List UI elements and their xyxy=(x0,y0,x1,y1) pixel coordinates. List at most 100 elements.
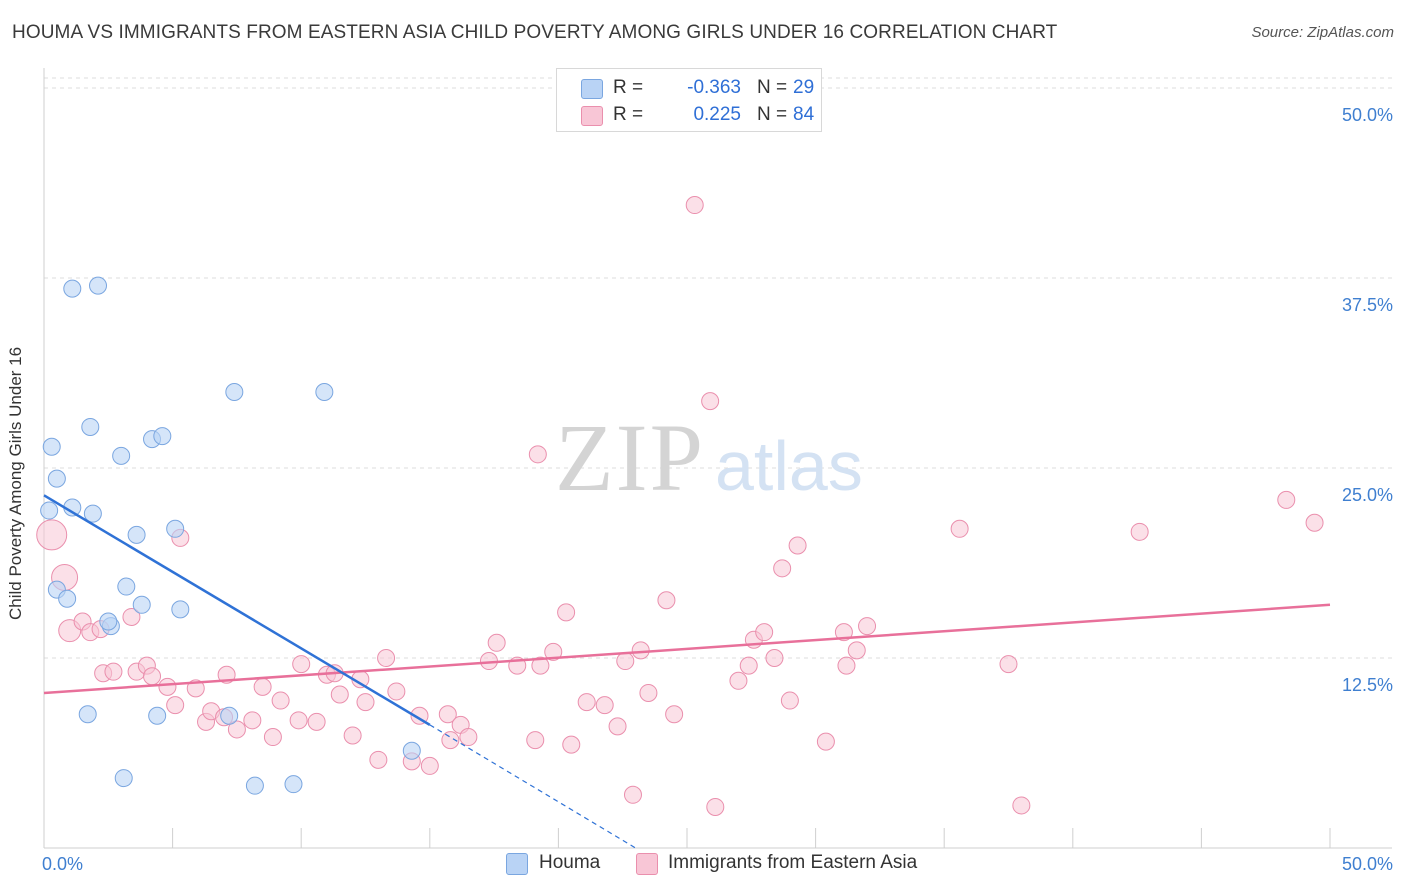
data-point-immigrants xyxy=(459,728,478,747)
data-point-houma xyxy=(40,501,59,520)
data-point-immigrants xyxy=(420,756,439,775)
data-point-immigrants xyxy=(999,655,1018,674)
legend-n-label: N = xyxy=(757,104,788,125)
data-point-immigrants xyxy=(608,717,627,736)
data-point-houma xyxy=(58,589,77,608)
source-label: Source: ZipAtlas.com xyxy=(1251,24,1394,41)
data-point-houma xyxy=(245,776,264,795)
data-point-houma xyxy=(89,276,108,295)
data-point-immigrants xyxy=(639,683,658,702)
trend-line-houma-extension xyxy=(429,724,636,849)
data-point-immigrants xyxy=(292,655,311,674)
legend-r-value: 0.225 xyxy=(693,104,741,125)
data-point-immigrants xyxy=(343,726,362,745)
x-tick-label: 0.0% xyxy=(42,854,83,874)
data-point-immigrants xyxy=(36,519,68,551)
trend-line-immigrants xyxy=(43,603,1331,695)
y-tick-label: 12.5% xyxy=(1342,675,1393,695)
data-point-houma xyxy=(220,706,239,725)
data-point-immigrants xyxy=(950,519,969,538)
bottom-legend-label-immigrants: Immigrants from Eastern Asia xyxy=(668,852,918,873)
y-axis-label: Child Poverty Among Girls Under 16 xyxy=(6,346,25,620)
data-point-immigrants xyxy=(834,623,853,642)
data-point-immigrants xyxy=(526,731,545,750)
bottom-legend-label-houma: Houma xyxy=(539,852,601,873)
series-houma xyxy=(40,276,421,795)
data-point-houma xyxy=(81,417,100,436)
data-point-immigrants xyxy=(307,712,326,731)
y-tick-label: 37.5% xyxy=(1342,295,1393,315)
data-point-immigrants xyxy=(706,797,725,816)
data-point-immigrants xyxy=(701,392,720,411)
data-point-immigrants xyxy=(330,685,349,704)
data-point-immigrants xyxy=(788,536,807,555)
data-point-houma xyxy=(225,383,244,401)
data-point-immigrants xyxy=(263,728,282,747)
data-point-immigrants xyxy=(623,785,642,804)
data-point-houma xyxy=(284,775,303,794)
watermark: ZIP atlas xyxy=(555,404,863,511)
data-point-immigrants xyxy=(858,617,877,636)
data-point-immigrants xyxy=(441,731,460,750)
data-point-immigrants xyxy=(356,693,375,712)
legend-n-value: 29 xyxy=(793,77,815,98)
data-point-immigrants xyxy=(773,559,792,578)
data-point-immigrants xyxy=(685,196,704,215)
data-point-immigrants xyxy=(122,607,141,626)
data-point-immigrants xyxy=(253,677,272,696)
data-point-houma xyxy=(171,600,190,619)
legend-r-label: R = xyxy=(613,104,644,125)
data-point-houma xyxy=(83,504,102,523)
data-point-immigrants xyxy=(531,656,550,675)
data-point-immigrants xyxy=(657,591,676,610)
legend-n-value: 84 xyxy=(793,104,815,125)
data-point-immigrants xyxy=(166,696,185,715)
data-point-immigrants xyxy=(847,641,866,660)
trend-line-houma xyxy=(43,494,431,726)
axes xyxy=(43,68,1392,849)
data-point-immigrants xyxy=(377,649,396,667)
data-point-immigrants xyxy=(816,732,835,751)
data-point-houma xyxy=(132,595,151,614)
data-point-houma xyxy=(114,769,133,788)
data-point-houma xyxy=(42,437,61,456)
data-point-immigrants xyxy=(739,656,758,675)
watermark-atlas: atlas xyxy=(715,427,863,505)
data-point-houma xyxy=(63,279,82,298)
series-immigrants xyxy=(36,196,1324,816)
data-point-immigrants xyxy=(544,642,563,661)
y-tick-label: 25.0% xyxy=(1342,485,1393,505)
data-point-houma xyxy=(402,741,421,760)
data-point-immigrants xyxy=(755,623,774,642)
trend-lines xyxy=(43,494,1331,849)
legend-r-value: -0.363 xyxy=(687,77,741,98)
chart-title: HOUMA VS IMMIGRANTS FROM EASTERN ASIA CH… xyxy=(12,22,1058,43)
data-point-immigrants xyxy=(616,652,635,671)
data-point-immigrants xyxy=(227,720,246,739)
data-point-immigrants xyxy=(837,656,856,675)
data-point-immigrants xyxy=(369,750,388,769)
data-point-houma xyxy=(127,525,146,544)
data-point-immigrants xyxy=(387,682,406,701)
data-point-immigrants xyxy=(143,667,162,686)
data-point-immigrants xyxy=(271,691,290,710)
data-point-immigrants xyxy=(1305,513,1324,532)
legend-n-label: N = xyxy=(757,77,788,98)
data-point-immigrants xyxy=(186,679,205,698)
data-point-immigrants xyxy=(158,677,177,696)
data-point-immigrants xyxy=(487,633,506,652)
data-point-immigrants xyxy=(104,662,123,681)
data-point-immigrants xyxy=(729,671,748,690)
tick-labels: 12.5% 25.0% 37.5% 50.0% 0.0% 50.0% xyxy=(42,105,1393,874)
data-point-houma xyxy=(315,383,334,401)
correlation-legend: R = -0.363 N = 29 R = 0.225 N = 84 xyxy=(556,68,822,132)
data-point-immigrants xyxy=(765,649,784,667)
bottom-legend-swatch-immigrants xyxy=(636,853,658,875)
bottom-legend-swatch-houma xyxy=(506,853,528,875)
data-point-houma xyxy=(117,577,136,596)
data-point-immigrants xyxy=(665,705,684,724)
grid-lines xyxy=(44,77,1392,659)
data-point-immigrants xyxy=(557,603,576,622)
data-point-immigrants xyxy=(438,705,457,724)
